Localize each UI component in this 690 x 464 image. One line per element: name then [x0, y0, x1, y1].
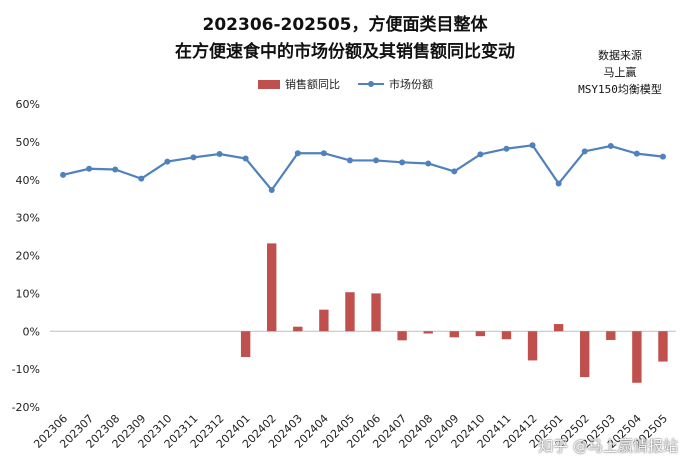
point-market-share — [294, 150, 301, 157]
y-tick-label: 40% — [16, 174, 40, 187]
y-tick-label: 30% — [16, 212, 40, 225]
legend-label-sales-yoy: 销售额同比 — [285, 78, 340, 91]
chart-legend: 销售额同比 市场份额 — [258, 76, 451, 92]
point-market-share — [242, 155, 249, 162]
point-market-share — [138, 175, 145, 182]
point-market-share — [190, 154, 197, 161]
chart-title-line2: 在方便速食中的市场份额及其销售额同比变动 — [175, 42, 515, 62]
y-tick-label: 50% — [16, 136, 40, 149]
y-tick-label: 10% — [16, 287, 40, 300]
bar-sales-yoy — [371, 293, 381, 332]
legend-bar-swatch — [258, 79, 280, 89]
bar-sales-yoy — [240, 331, 251, 358]
bar-sales-yoy — [527, 331, 538, 361]
point-market-share — [503, 145, 510, 152]
point-market-share — [477, 151, 484, 158]
bar-sales-yoy — [293, 326, 303, 332]
bar-sales-yoy — [319, 309, 329, 332]
source-line-1: 数据来源 — [598, 49, 642, 62]
bar-sales-yoy — [632, 331, 642, 383]
line-market-share — [62, 144, 664, 192]
bar-sales-yoy — [267, 243, 277, 332]
point-market-share — [659, 153, 666, 160]
point-market-share — [112, 166, 119, 173]
point-market-share — [268, 186, 275, 193]
source-line-2: 马上赢 — [603, 66, 637, 79]
point-market-share — [164, 158, 171, 165]
point-market-share — [633, 150, 640, 157]
y-tick-label: -10% — [12, 363, 40, 376]
bar-sales-yoy — [449, 331, 459, 338]
point-market-share — [320, 150, 327, 157]
y-tick-label: 20% — [16, 250, 40, 263]
y-tick-label: 0% — [23, 325, 40, 338]
y-tick-label: -20% — [12, 401, 40, 414]
bar-sales-yoy — [580, 331, 590, 378]
legend-item-market-share: 市场份额 — [358, 76, 433, 92]
bar-sales-yoy — [423, 331, 433, 334]
point-market-share — [555, 180, 562, 187]
y-tick-label: 60% — [16, 98, 40, 111]
bar-sales-yoy — [475, 331, 486, 337]
point-market-share — [425, 160, 432, 167]
point-market-share — [216, 150, 223, 157]
bar-sales-yoy — [606, 331, 616, 340]
watermark: 知乎 @马上赢情报站 — [538, 437, 678, 455]
chart-title-line1: 202306-202505，方便面类目整体 — [202, 15, 488, 35]
point-market-share — [399, 159, 406, 166]
source-line-3: MSY150均衡模型 — [578, 83, 662, 96]
point-market-share — [529, 142, 536, 149]
legend-line-swatch — [358, 79, 384, 89]
legend-label-market-share: 市场份额 — [389, 78, 433, 91]
bar-sales-yoy — [397, 331, 407, 341]
point-market-share — [373, 157, 380, 164]
legend-item-sales-yoy: 销售额同比 — [258, 76, 340, 92]
bar-sales-yoy — [553, 324, 564, 332]
point-market-share — [581, 148, 588, 155]
point-market-share — [60, 171, 67, 178]
point-market-share — [346, 157, 353, 164]
point-market-share — [86, 165, 93, 172]
bar-sales-yoy — [658, 331, 668, 362]
point-market-share — [607, 143, 614, 150]
bar-sales-yoy — [345, 292, 355, 332]
bar-sales-yoy — [501, 331, 512, 340]
point-market-share — [451, 168, 458, 175]
